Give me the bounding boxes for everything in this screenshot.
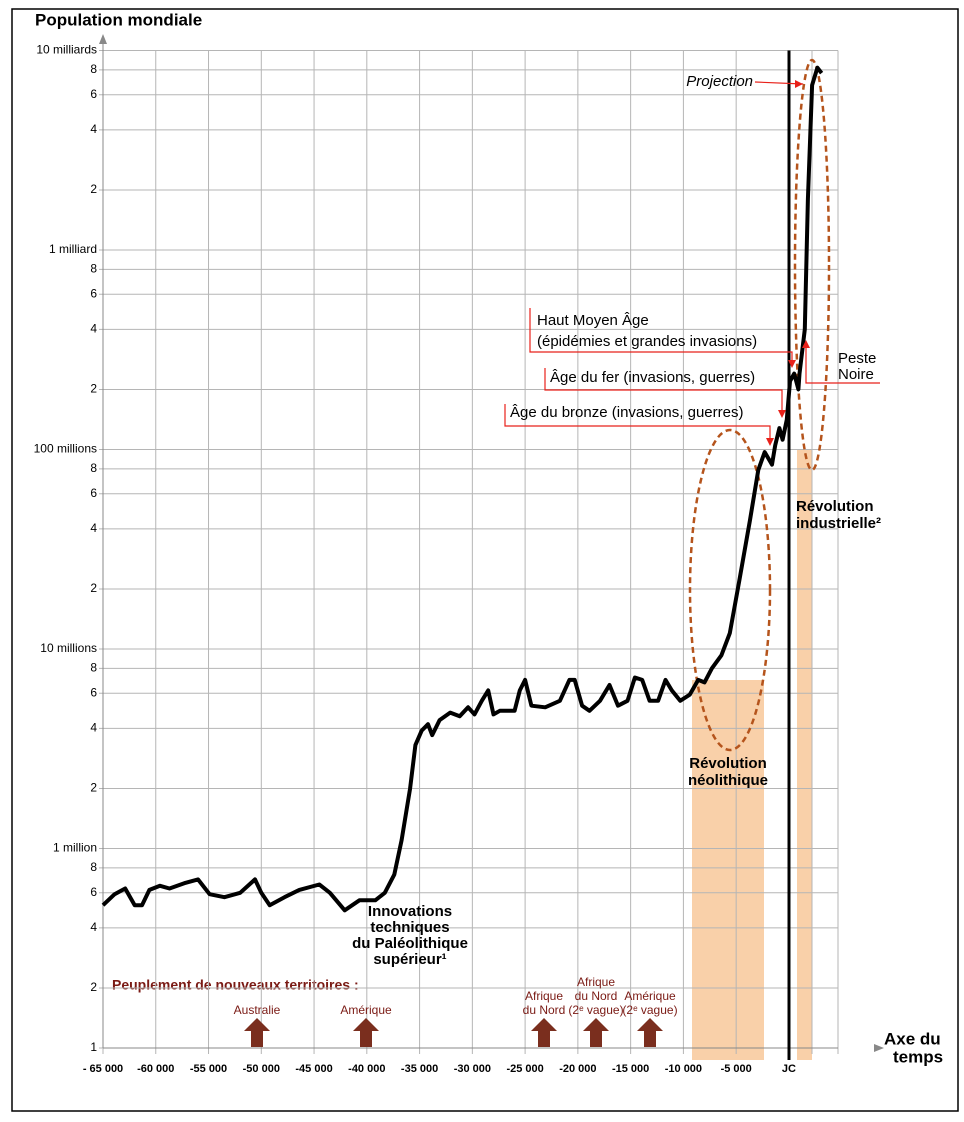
annotation: Âge du bronze (invasions, guerres) [510,404,743,421]
migration-label: du Nord [523,1003,566,1017]
pointer-head [766,438,774,446]
pointer-line [805,342,880,384]
neolithic-band [692,680,764,1060]
x-tick-label: -35 000 [401,1063,438,1075]
migration-label: (2ᵉ vague) [622,1003,677,1017]
y-tick-label: 6 [90,87,97,101]
frame [11,8,959,1112]
annotation: Noire [838,366,874,383]
x-tick-label: -15 000 [612,1063,649,1075]
y-tick-label: 1 milliard [49,242,97,256]
x-tick-label: -45 000 [295,1063,332,1075]
annotation: Révolution [689,755,767,772]
pointer-head [778,410,786,418]
x-tick-label: -30 000 [454,1063,491,1075]
migration-label: Australie [234,1003,281,1017]
migration-label: Amérique [340,1003,392,1017]
migration-label: Amérique [624,989,676,1003]
migration-label: (2ᵉ vague) [568,1003,623,1017]
chart-title: Population mondiale [35,10,202,29]
migration-title: Peuplement de nouveaux territoires : [112,977,359,993]
annotation: Peste [838,350,876,367]
y-tick-label: 6 [90,486,97,500]
pointer-head [802,340,810,348]
migration-arrow [531,1018,557,1047]
industrial-band [797,450,812,1060]
y-tick-label: 100 millions [34,442,97,456]
annotation: Projection [686,73,753,90]
x-tick-label: -5 000 [721,1063,752,1075]
pointer-head [788,360,796,368]
y-tick-label: 2 [90,781,97,795]
x-tick-label: -20 000 [559,1063,596,1075]
annotation: Haut Moyen Âge [537,312,649,329]
y-tick-label: 10 millions [40,641,97,655]
x-tick-label: -10 000 [665,1063,702,1075]
y-tick-label: 6 [90,286,97,300]
y-tick-label: 6 [90,685,97,699]
annotation: Révolution [796,498,874,515]
y-tick-label: 4 [90,322,97,336]
y-tick-label: 8 [90,262,97,276]
x-tick-label: - 65 000 [83,1063,123,1075]
y-tick-label: 8 [90,661,97,675]
annotation: supérieur¹ [373,951,446,968]
y-tick-label: 4 [90,521,97,535]
industrial-ellipse [793,58,831,472]
pointer-line [529,308,793,366]
migration-label: Afrique [577,975,615,989]
annotation: du Paléolithique [352,935,468,952]
y-tick-label: 6 [90,885,97,899]
x-axis-arrow [874,1044,884,1052]
migration-arrow [583,1018,609,1047]
migration-label: du Nord [575,989,618,1003]
migration-arrow [353,1018,379,1047]
y-tick-label: 1 [90,1040,97,1054]
annotation: techniques [370,919,449,936]
y-tick-label: 2 [90,182,97,196]
y-tick-label: 2 [90,581,97,595]
y-axis-arrow [99,34,107,44]
annotation: Âge du fer (invasions, guerres) [550,369,755,386]
annotation: néolithique [688,772,768,789]
y-tick-label: 1 million [53,841,97,855]
pointer-line [544,368,783,416]
migration-arrow [244,1018,270,1047]
y-tick-label: 4 [90,122,97,136]
y-tick-label: 10 milliards [36,43,97,57]
pointer-head [795,80,803,88]
pointer-line [504,404,771,444]
annotation: industrielle² [796,515,881,532]
bands [692,450,812,1060]
migration-label: Afrique [525,989,563,1003]
neolithic-ellipse [688,428,772,752]
x-tick-label: -55 000 [190,1063,227,1075]
y-tick-label: 4 [90,721,97,735]
x-tick-label: -25 000 [506,1063,543,1075]
y-tick-label: 2 [90,980,97,994]
y-tick-label: 8 [90,860,97,874]
annotation: Innovations [368,903,452,920]
y-tick-label: 8 [90,461,97,475]
x-tick-label: JC [782,1063,796,1075]
migration-arrow [637,1018,663,1047]
x-axis-label: temps [893,1047,943,1066]
x-tick-label: -60 000 [137,1063,174,1075]
x-tick-label: -40 000 [348,1063,385,1075]
x-axis-label: Axe du [884,1029,941,1048]
x-tick-label: -50 000 [243,1063,280,1075]
y-tick-label: 4 [90,920,97,934]
annotation: (épidémies et grandes invasions) [537,333,757,350]
population-line [101,65,824,913]
y-tick-label: 2 [90,382,97,396]
y-tick-label: 8 [90,62,97,76]
